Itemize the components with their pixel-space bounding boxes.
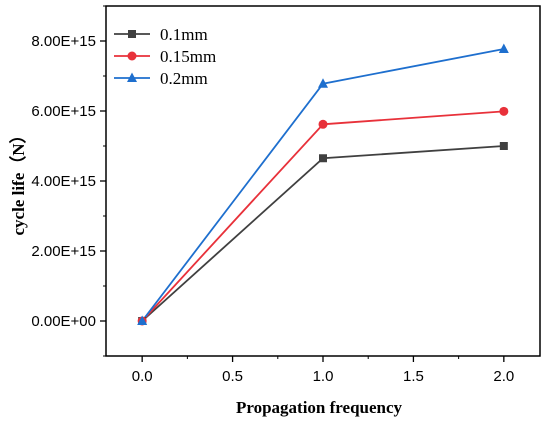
legend-label: 0.1mm [160, 25, 208, 44]
x-tick-label: 0.5 [222, 368, 243, 385]
data-point-0.1mm [319, 154, 327, 163]
series-line-0.2mm [141, 48, 505, 322]
data-point-0.2mm [498, 43, 509, 54]
y-tick-label: 0.00E+00 [31, 313, 96, 330]
y-tick-label: 6.00E+15 [31, 103, 96, 120]
data-point-0.15mm [318, 119, 328, 129]
data-point-0.1mm [499, 142, 508, 150]
legend-label: 0.15mm [160, 47, 216, 66]
data-point-0.2mm [137, 315, 148, 325]
legend-marker [127, 72, 137, 82]
legend-label: 0.2mm [160, 69, 208, 88]
y-tick-label: 2.00E+15 [31, 243, 96, 260]
series-layer [137, 43, 509, 326]
x-axis-title: Propagation frequency [236, 398, 403, 417]
y-axis-title: cycle life（N） [8, 126, 28, 235]
x-tick-label: 1.0 [313, 368, 334, 385]
y-axis: 0.00E+00 2.00E+15 4.00E+15 6.00E+15 8.00E+15 [31, 5, 106, 357]
data-point-0.2mm [318, 78, 328, 88]
legend-marker [128, 30, 136, 38]
x-axis: 0.0 0.5 1.0 1.5 2.0 [132, 356, 514, 385]
legend-marker [127, 51, 137, 61]
series-line-0.15mm [141, 110, 504, 322]
x-tick-label: 1.5 [403, 368, 424, 385]
x-tick-label: 2.0 [493, 368, 514, 385]
x-tick-label: 0.0 [132, 368, 153, 385]
y-tick-label: 8.00E+15 [31, 33, 96, 50]
y-tick-label: 4.00E+15 [31, 173, 96, 190]
legend: 0.1mm 0.15mm 0.2mm [114, 25, 216, 88]
data-point-0.15mm [499, 106, 509, 116]
series-line-0.1mm [141, 145, 504, 322]
